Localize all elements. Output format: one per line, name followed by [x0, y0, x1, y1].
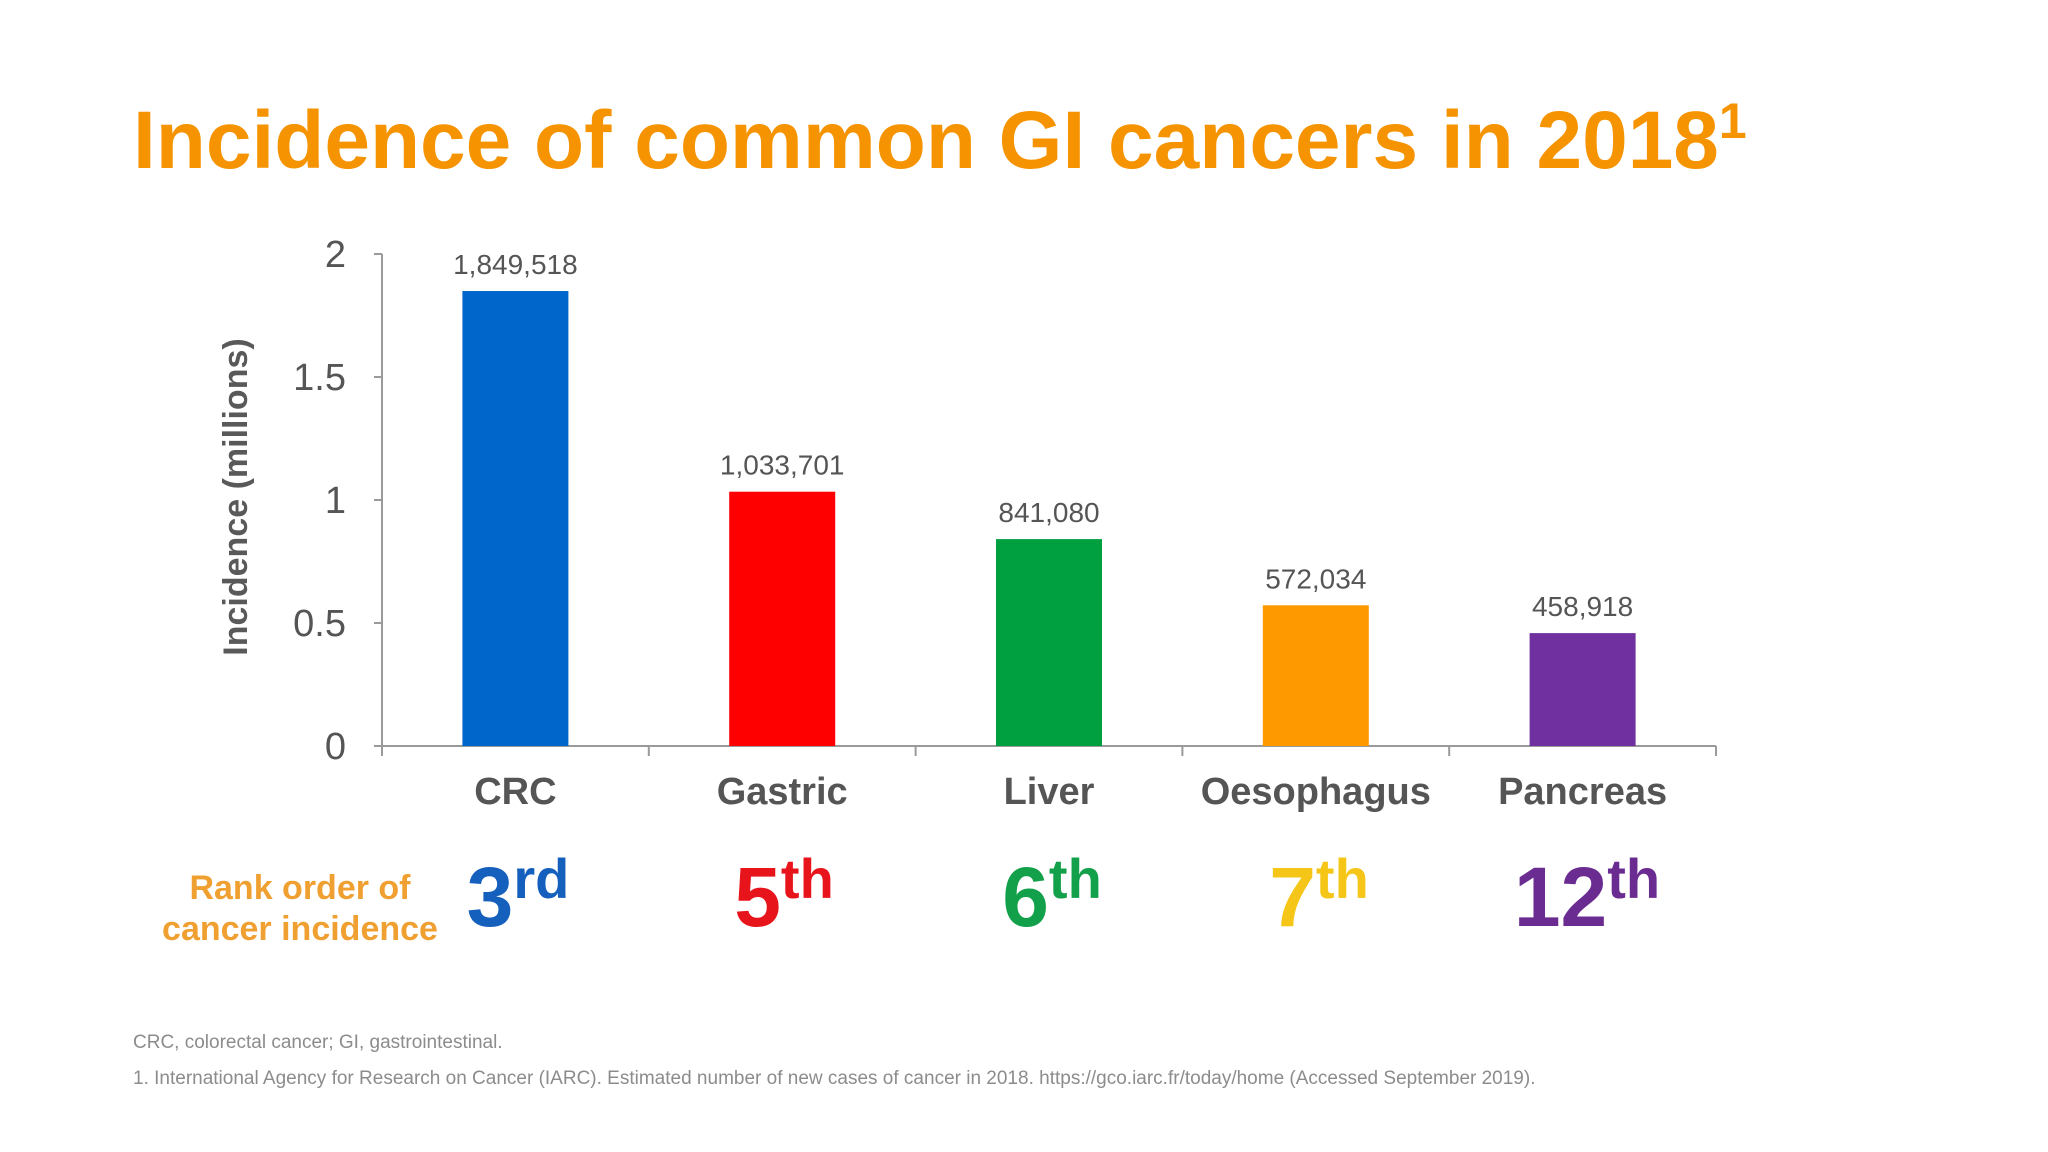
data-label-crc: 1,849,518: [453, 249, 578, 280]
rank-oesophagus: 7th: [1199, 851, 1439, 940]
category-label-pancreas: Pancreas: [1498, 771, 1667, 813]
rank-liver: 6th: [932, 851, 1172, 940]
data-label-pancreas: 458,918: [1532, 591, 1633, 622]
rank-heading-line1: Rank order of: [189, 869, 411, 907]
bar-crc: [462, 291, 569, 746]
slide-title: Incidence of common GI cancers in 20181: [133, 96, 1747, 182]
slide-title-text: Incidence of common GI cancers in 2018: [133, 95, 1719, 186]
rank-number: 6: [1002, 850, 1049, 944]
category-label-liver: Liver: [1004, 771, 1095, 813]
rank-suffix: th: [1315, 847, 1369, 910]
rank-pancreas: 12th: [1467, 851, 1707, 940]
y-tick-label: 1: [325, 480, 346, 522]
bar-oesophagus: [1262, 605, 1369, 746]
footnote-abbreviations: CRC, colorectal cancer; GI, gastrointest…: [133, 1032, 503, 1053]
bar-gastric: [729, 491, 836, 746]
rank-suffix: rd: [513, 847, 570, 910]
bar-pancreas: [1529, 633, 1636, 746]
chart-bars: [462, 291, 1636, 746]
rank-gastric: 5th: [664, 851, 904, 940]
y-axis-label: Incidence (millions): [217, 338, 255, 655]
rank-number: 5: [734, 850, 781, 944]
rank-number: 12: [1513, 850, 1608, 944]
chart-labels: 0 0.5 1 1.5 2 1,849,518 CRC 1,033,701 Gastric 841…: [293, 234, 1667, 813]
category-label-oesophagus: Oesophagus: [1201, 771, 1431, 813]
rank-heading-line2: cancer incidence: [162, 910, 438, 948]
bar-liver: [996, 539, 1102, 746]
footnote-reference: 1. International Agency for Research on …: [133, 1068, 1536, 1089]
y-tick-label: 1.5: [293, 357, 346, 399]
data-label-gastric: 1,033,701: [720, 450, 845, 481]
y-tick-label: 0.5: [293, 603, 346, 645]
category-label-crc: CRC: [474, 771, 556, 813]
y-tick-label: 0: [325, 726, 346, 768]
y-tick-label: 2: [325, 234, 346, 276]
rank-number: 7: [1269, 850, 1316, 944]
rank-heading: Rank order of cancer incidence: [150, 868, 450, 950]
rank-suffix: th: [780, 847, 834, 910]
rank-number: 3: [466, 850, 514, 944]
data-label-liver: 841,080: [998, 497, 1099, 528]
rank-suffix: th: [1607, 847, 1661, 910]
rank-suffix: th: [1048, 847, 1102, 910]
data-label-oesophagus: 572,034: [1265, 563, 1366, 594]
category-label-gastric: Gastric: [717, 771, 848, 813]
rank-crc: 3rd: [398, 851, 638, 940]
title-footnote-marker: 1: [1718, 93, 1747, 149]
